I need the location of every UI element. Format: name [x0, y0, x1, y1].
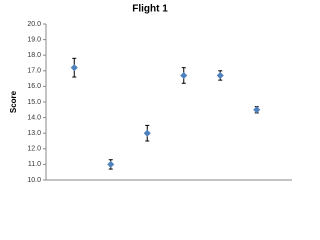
point [216, 71, 224, 80]
y-tick-label: 17.0 [27, 68, 41, 75]
point [70, 64, 78, 72]
y-tick-label: 15.0 [27, 99, 41, 106]
point [180, 71, 188, 80]
y-tick-label: 18.0 [27, 52, 41, 59]
point [253, 106, 261, 114]
point [107, 160, 115, 168]
y-tick-label: 19.0 [27, 36, 41, 43]
y-tick-label: 12.0 [27, 146, 41, 153]
y-tick-label: 20.0 [27, 21, 41, 28]
y-tick-label: 14.0 [27, 114, 41, 121]
y-tick-label: 10.0 [27, 177, 41, 184]
y-tick-label: 16.0 [27, 83, 41, 90]
y-tick-label: 13.0 [27, 130, 41, 137]
y-tick-label: 11.0 [28, 161, 41, 168]
chart: Flight 1 Score 10.0 11.0 12.0 13.0 14.0 15.0 1… [9, 4, 292, 184]
chart-title: Flight 1 [132, 4, 168, 15]
point [143, 129, 151, 137]
y-axis-label: Score [9, 90, 18, 113]
